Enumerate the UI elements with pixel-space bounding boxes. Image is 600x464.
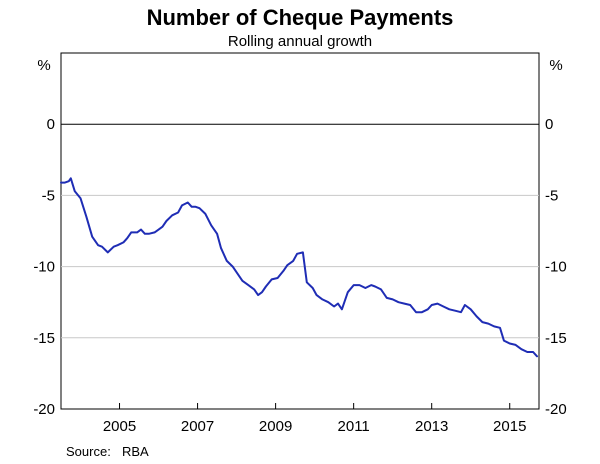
y-tick-label-left: 0 <box>47 116 55 133</box>
plot-area <box>60 52 540 410</box>
y-tick-label-left: -20 <box>33 401 55 418</box>
source-value: RBA <box>122 444 149 459</box>
y-tick-label-right: -10 <box>545 259 567 276</box>
chart-subtitle: Rolling annual growth <box>228 33 372 50</box>
y-unit-left: % <box>37 57 50 74</box>
series-group <box>60 177 538 358</box>
y-tick-label-left: -5 <box>42 187 55 204</box>
x-tick-label: 2005 <box>103 418 136 435</box>
y-unit-right: % <box>549 57 562 74</box>
y-tick-label-right: -20 <box>545 401 567 418</box>
series-line <box>60 177 538 358</box>
x-tick-label: 2007 <box>181 418 214 435</box>
y-axis-left: 0 -5 -10 -15 -20 <box>33 116 55 418</box>
grid-lines <box>61 123 539 339</box>
chart-title: Number of Cheque Payments <box>147 5 454 30</box>
x-axis: 2005 2007 2009 2011 2013 2015 <box>103 403 526 435</box>
y-tick-label-right: -15 <box>545 330 567 347</box>
x-tick-label: 2009 <box>259 418 292 435</box>
source-label: Source: <box>66 444 111 459</box>
x-tick-label: 2015 <box>493 418 526 435</box>
y-tick-label-left: -15 <box>33 330 55 347</box>
y-tick-label-right: 0 <box>545 116 553 133</box>
y-tick-label-left: -10 <box>33 259 55 276</box>
y-axis-right: 0 -5 -10 -15 -20 <box>545 116 567 418</box>
y-tick-label-right: -5 <box>545 187 558 204</box>
x-tick-label: 2011 <box>338 418 370 435</box>
x-tick-label: 2013 <box>415 418 448 435</box>
